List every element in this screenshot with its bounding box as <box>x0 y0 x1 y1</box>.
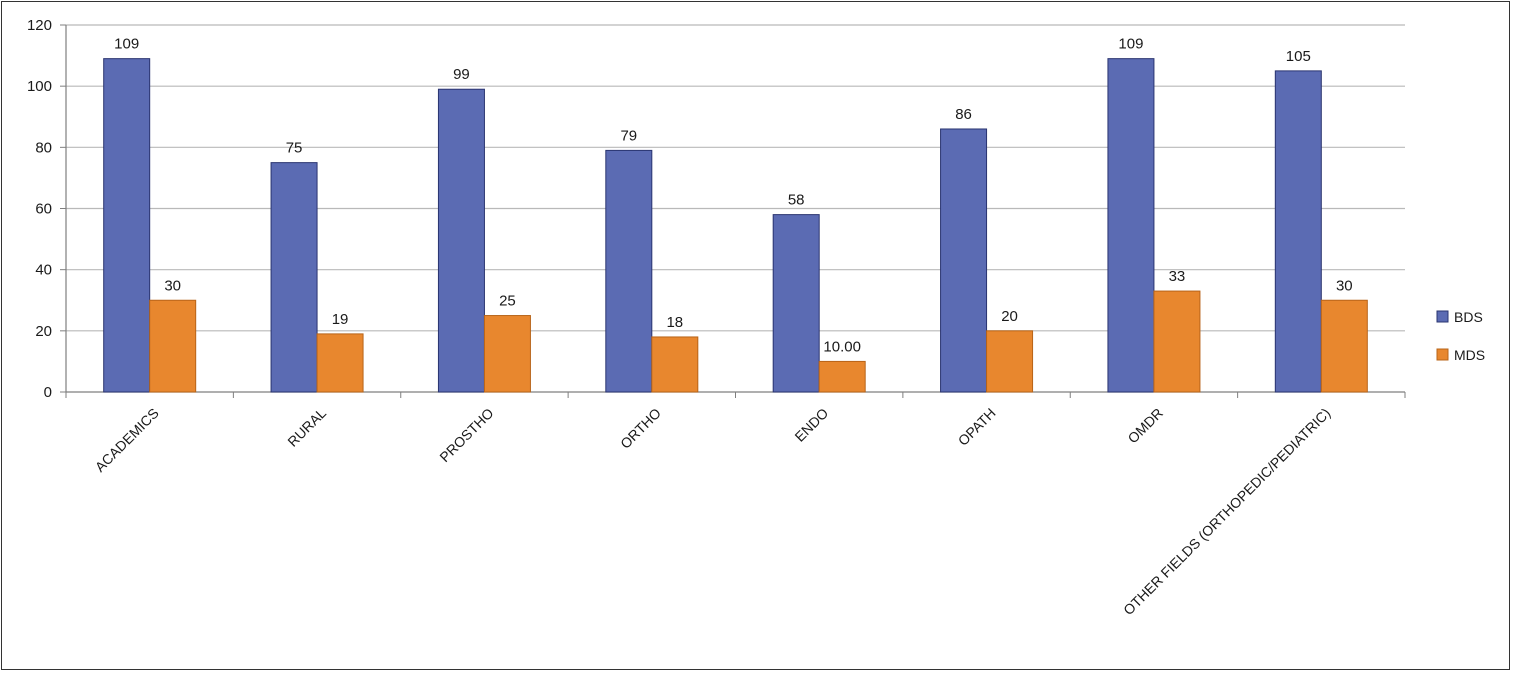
y-tick-label: 60 <box>35 201 52 218</box>
category-label: PROSTHO <box>436 405 496 465</box>
category-label: ACADEMICS <box>92 405 162 475</box>
data-label-bds: 75 <box>286 140 303 157</box>
data-label-mds: 25 <box>499 293 516 310</box>
bar-bds <box>437 88 485 393</box>
category-label: ORTHO <box>617 405 664 452</box>
data-label-bds: 105 <box>1286 48 1311 65</box>
bar-mds <box>818 360 866 393</box>
bar-mds <box>986 330 1034 393</box>
bar-bds <box>1274 70 1322 393</box>
data-label-mds: 18 <box>666 314 683 331</box>
category-label: OTHER FIELDS (ORTHOPEDIC/PEDIATRIC) <box>1120 405 1333 618</box>
bar-bds <box>605 149 653 393</box>
y-tick-label: 20 <box>35 323 52 340</box>
y-tick-label: 80 <box>35 139 52 156</box>
data-label-bds: 109 <box>114 36 139 53</box>
bar-bds <box>772 214 820 393</box>
category-label: OMDR <box>1124 405 1166 447</box>
data-label-bds: 58 <box>788 192 805 209</box>
bar-bds <box>1107 58 1155 393</box>
bar-bds <box>940 128 988 393</box>
bar-mds <box>1153 290 1201 393</box>
bar-bds <box>270 162 318 393</box>
legend-label-mds: MDS <box>1454 347 1485 363</box>
data-label-mds: 33 <box>1169 268 1186 285</box>
bar-mds <box>149 299 197 393</box>
bar-mds <box>1320 299 1368 393</box>
data-label-mds: 30 <box>164 277 181 294</box>
bar-mds <box>651 336 699 393</box>
legend-swatch-mds <box>1436 348 1449 361</box>
bar-bds <box>103 58 151 393</box>
category-label: RURAL <box>284 405 329 450</box>
y-tick-label: 40 <box>35 262 52 279</box>
data-label-mds: 10.00 <box>823 338 861 355</box>
category-label: OPATH <box>955 405 999 449</box>
bar-mds <box>316 333 364 393</box>
category-label: ENDO <box>791 405 831 445</box>
data-label-mds: 19 <box>332 311 349 328</box>
data-label-bds: 79 <box>620 127 637 144</box>
y-tick-label: 120 <box>27 17 52 34</box>
data-label-mds: 30 <box>1336 277 1353 294</box>
legend-swatch-bds <box>1436 310 1449 323</box>
data-label-bds: 109 <box>1118 36 1143 53</box>
y-tick-label: 100 <box>27 78 52 95</box>
legend-label-bds: BDS <box>1454 309 1483 325</box>
data-label-mds: 20 <box>1001 308 1018 325</box>
bar-mds <box>483 315 531 393</box>
y-tick-label: 0 <box>44 384 52 401</box>
data-label-bds: 86 <box>955 106 972 123</box>
data-label-bds: 99 <box>453 66 470 83</box>
